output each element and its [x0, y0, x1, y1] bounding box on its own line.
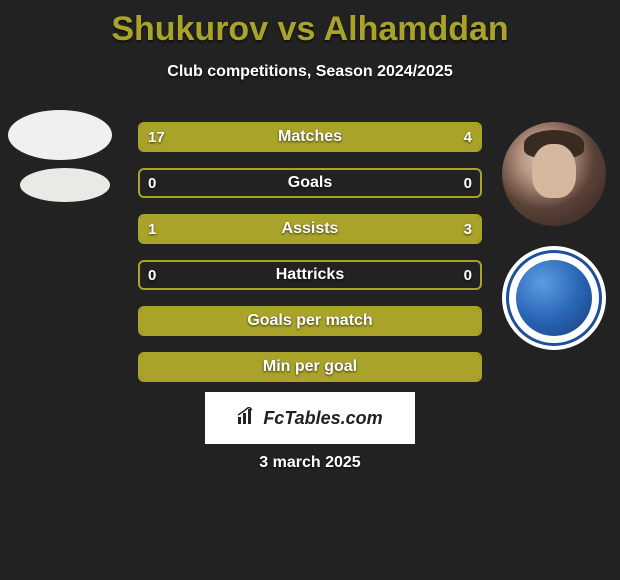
stat-label: Assists [140, 216, 480, 242]
page-title: Shukurov vs Alhamddan [0, 0, 620, 49]
fctables-logo: FcTables.com [205, 392, 415, 444]
avatar-face-shape [532, 144, 576, 198]
stat-row: 174Matches [138, 122, 482, 152]
date-text: 3 march 2025 [0, 454, 620, 472]
player-right-column [502, 122, 612, 350]
stat-label: Goals [140, 170, 480, 196]
chart-icon [237, 407, 257, 430]
player-left-avatar [8, 110, 112, 160]
player-left-column [8, 110, 118, 210]
stat-label: Hattricks [140, 262, 480, 288]
stat-row: Goals per match [138, 306, 482, 336]
stat-row: 00Hattricks [138, 260, 482, 290]
page-subtitle: Club competitions, Season 2024/2025 [0, 63, 620, 81]
player-right-club-badge [502, 246, 606, 350]
player-right-avatar [502, 122, 606, 226]
stat-label: Matches [140, 124, 480, 150]
logo-text: FcTables.com [263, 408, 382, 429]
club-badge-inner [516, 260, 592, 336]
stats-bars-container: 174Matches 00Goals 13Assists 00Hattricks Goa… [138, 122, 482, 398]
stat-row: 13Assists [138, 214, 482, 244]
stat-label: Goals per match [140, 308, 480, 334]
player-left-club-badge [20, 168, 110, 202]
stat-row: Min per goal [138, 352, 482, 382]
stat-row: 00Goals [138, 168, 482, 198]
stat-label: Min per goal [140, 354, 480, 380]
